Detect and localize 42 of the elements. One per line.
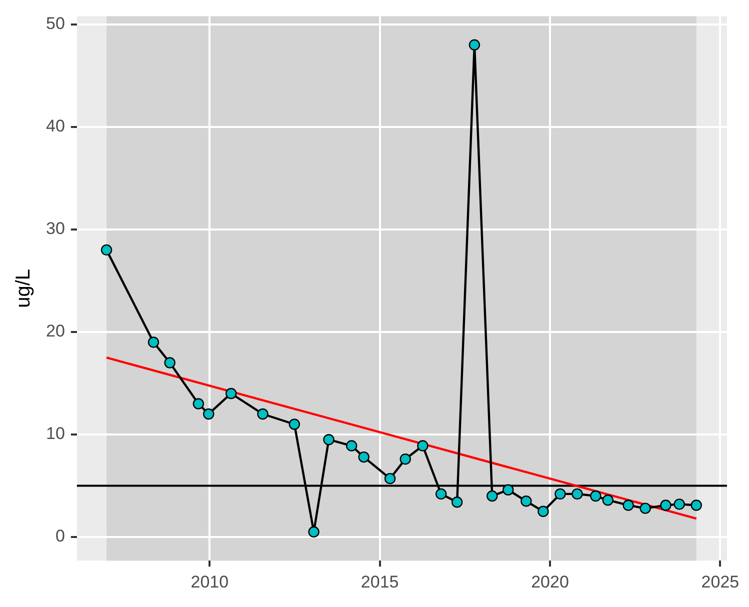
point: [288, 418, 300, 430]
point: [323, 434, 334, 446]
y-tick-label: 40: [46, 116, 65, 136]
point: [486, 490, 498, 502]
point: [148, 336, 160, 348]
point: [203, 408, 214, 420]
point: [346, 440, 358, 452]
point: [622, 500, 634, 511]
point: [572, 488, 583, 500]
point: [358, 451, 370, 463]
point: [164, 357, 176, 368]
x-tick-label: 2010: [190, 572, 229, 592]
x-tick-label: 2025: [701, 572, 740, 592]
point: [400, 454, 411, 465]
y-tick-label: 50: [46, 14, 65, 34]
point: [502, 484, 514, 496]
y-tick-label: 0: [55, 526, 65, 546]
point: [674, 498, 685, 510]
point: [257, 408, 268, 420]
point: [384, 472, 396, 484]
point: [308, 526, 320, 538]
point: [417, 440, 428, 452]
point: [100, 244, 112, 256]
point: [435, 488, 447, 500]
point: [640, 502, 651, 514]
point: [590, 490, 602, 502]
y-tick-label: 10: [46, 424, 65, 444]
y-tick-label: 30: [46, 219, 65, 238]
point: [554, 488, 566, 500]
point: [538, 506, 549, 517]
point: [690, 500, 702, 511]
point: [451, 496, 463, 508]
point: [225, 388, 237, 400]
point: [660, 500, 672, 511]
y-tick-label: 20: [46, 322, 65, 341]
point: [520, 496, 532, 507]
y-axis-title: ug/L: [12, 268, 35, 308]
x-tick-label: 2015: [360, 572, 399, 592]
x-tick-label: 2020: [531, 572, 569, 592]
point: [602, 494, 614, 506]
point: [192, 398, 204, 410]
point: [468, 39, 480, 51]
